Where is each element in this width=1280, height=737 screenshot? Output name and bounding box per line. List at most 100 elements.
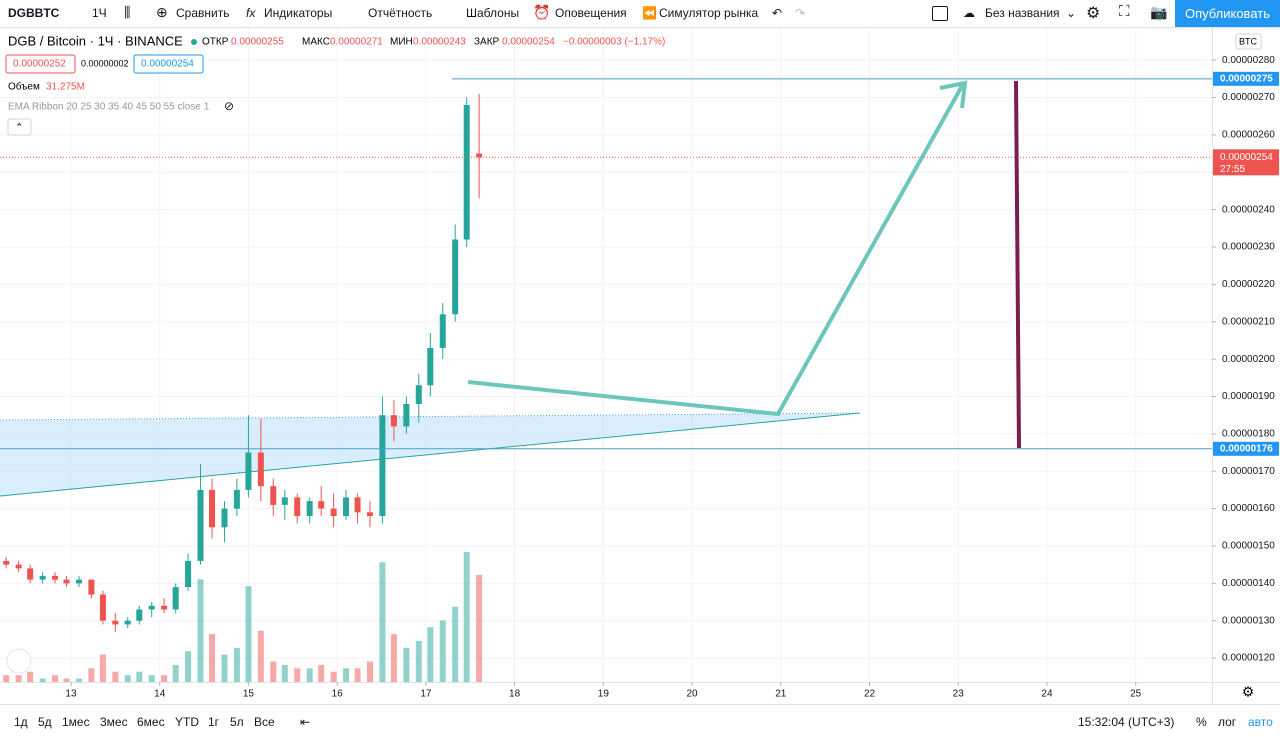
y-tick-label: 0.00000280 [1222, 55, 1275, 66]
log-toggle[interactable]: лог [1218, 715, 1237, 729]
candle-body [306, 501, 313, 517]
y-tick-label: 0.00000270 [1222, 92, 1275, 103]
triangle-bottom [0, 412, 861, 497]
close-label: ЗАКР [474, 37, 500, 48]
layout-menu[interactable]: ⌄ [1066, 6, 1077, 20]
volume-bar [197, 579, 204, 682]
y-tick-label: 0.00000190 [1222, 391, 1275, 402]
symbol[interactable]: DGBBTC [8, 6, 60, 20]
compare[interactable]: Сравнить [176, 6, 230, 20]
logo[interactable] [6, 648, 32, 674]
volume-bar [27, 671, 34, 682]
hide-indicator-icon[interactable]: ⊘ [224, 99, 234, 113]
candle-body [136, 609, 143, 621]
range-button[interactable]: 1мес [62, 715, 90, 729]
candle-body [452, 239, 459, 315]
auto-toggle[interactable]: авто [1248, 715, 1273, 729]
time-axis-border [0, 682, 1280, 683]
ask-box[interactable] [133, 54, 204, 74]
candle-body [15, 564, 22, 569]
replay[interactable]: Симулятор рынка [659, 6, 759, 20]
candle-body [330, 508, 337, 517]
volume-bar [245, 586, 252, 682]
bid-box[interactable] [5, 54, 76, 74]
volume-bar [281, 664, 288, 682]
candle-body [63, 579, 70, 584]
volume-bar [39, 678, 46, 682]
range-button[interactable]: 5д [38, 715, 52, 729]
candle-body [294, 497, 301, 517]
range-button[interactable]: 1д [14, 715, 28, 729]
y-tick-label: 0.00000140 [1222, 578, 1275, 589]
indicators[interactable]: Индикаторы [264, 6, 333, 20]
x-tick-label: 22 [864, 689, 876, 700]
templates[interactable]: Шаблоны [466, 6, 520, 20]
y-tick-label: 0.00000160 [1222, 503, 1275, 514]
interval[interactable]: 1Ч [92, 6, 107, 20]
y-tick-label: 0.00000240 [1222, 204, 1275, 215]
volume-label: Объем [8, 81, 40, 93]
y-tick-label: 0.00000220 [1222, 279, 1275, 290]
layout-icon[interactable] [932, 6, 948, 21]
volume-bar [99, 654, 106, 682]
chart-type-icon[interactable]: ⫼ [124, 4, 131, 20]
range-button[interactable]: 3мес [100, 715, 128, 729]
compare-icon[interactable]: ⊕ [156, 4, 168, 20]
candle-body [52, 575, 59, 580]
collapse-button[interactable] [7, 118, 32, 136]
candle-body [379, 415, 386, 517]
x-tick-label: 21 [775, 689, 787, 700]
volume-bar [136, 671, 143, 682]
candle-body [415, 385, 422, 404]
y-tick-label: 0.00000200 [1222, 354, 1275, 365]
bid: 0.00000252 [13, 59, 66, 70]
target-line [1014, 80, 1021, 449]
reports[interactable]: Отчётность [368, 6, 433, 20]
volume-bar [390, 634, 397, 682]
level-label-bg [1213, 71, 1279, 86]
spread: 0.00000002 [81, 58, 129, 68]
candle-body [185, 560, 192, 588]
arrow-head [939, 80, 968, 109]
price-axis-border [1212, 28, 1213, 704]
candle-body [112, 620, 119, 625]
indicators-icon[interactable]: fx [246, 6, 256, 20]
range-button[interactable]: 1г [208, 715, 220, 729]
close-value: 0.00000254 [502, 37, 555, 48]
candle-body [343, 497, 350, 517]
candle-body [403, 403, 410, 427]
range-button[interactable]: Все [254, 715, 275, 729]
volume-bar [221, 654, 228, 682]
candle-body [221, 508, 228, 528]
settings-icon[interactable]: ⚙ [1086, 5, 1101, 22]
fullscreen-icon[interactable]: ⛶ [1119, 3, 1130, 20]
undo[interactable]: ↶ [772, 6, 783, 20]
x-tick-label: 16 [332, 689, 344, 700]
alerts-icon[interactable]: ⏰ [533, 4, 551, 20]
volume-bar [209, 634, 216, 682]
axis-settings[interactable]: ⚙ [1242, 684, 1255, 700]
volume-bar [63, 678, 70, 682]
level-label: 0.00000176 [1220, 443, 1273, 454]
snapshot-icon[interactable]: 📷 [1150, 4, 1168, 20]
arrow-path [467, 85, 964, 417]
alerts[interactable]: Оповещения [555, 6, 627, 20]
layout-name[interactable]: Без названия [985, 6, 1060, 20]
publish-button[interactable]: Опубликовать [1175, 0, 1280, 27]
replay-icon[interactable]: ⏪ [642, 6, 657, 20]
range-button[interactable]: YTD [175, 715, 199, 729]
range-button[interactable]: 5л [230, 715, 244, 729]
collapse-icon[interactable]: ⌃ [15, 123, 23, 134]
cloud-icon[interactable]: ☁ [963, 6, 975, 20]
volume-bar [427, 627, 434, 682]
x-tick-label: 19 [598, 689, 610, 700]
volume-bar [88, 668, 95, 682]
range-button[interactable]: 6мес [137, 715, 165, 729]
low-value: 0.00000243 [413, 37, 466, 48]
x-tick-label: 24 [1041, 689, 1053, 700]
legend-title: DGB / Bitcoin · 1Ч · BINANCE [8, 33, 183, 48]
percent-toggle[interactable]: % [1196, 715, 1207, 729]
market-status [191, 39, 197, 45]
redo[interactable]: ↷ [795, 6, 806, 20]
